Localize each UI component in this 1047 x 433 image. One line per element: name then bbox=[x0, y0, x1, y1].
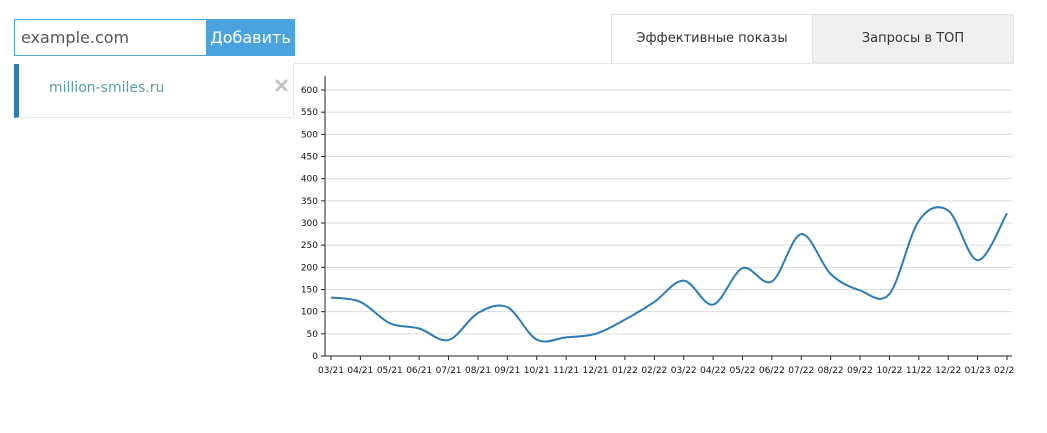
x-tick-label: 03/21 bbox=[318, 366, 344, 376]
x-tick-label: 04/22 bbox=[700, 366, 726, 376]
y-tick-label: 100 bbox=[301, 308, 318, 318]
y-tick-label: 600 bbox=[301, 86, 318, 96]
y-tick-label: 250 bbox=[301, 241, 318, 251]
y-tick-label: 550 bbox=[301, 108, 318, 118]
x-tick-label: 10/21 bbox=[524, 366, 550, 376]
x-tick-label: 02/22 bbox=[641, 366, 667, 376]
x-tick-label: 12/22 bbox=[935, 366, 961, 376]
x-tick-label: 11/21 bbox=[553, 366, 579, 376]
tab-effective-impressions[interactable]: Эффективные показы bbox=[611, 14, 813, 63]
x-tick-label: 10/22 bbox=[876, 366, 902, 376]
y-tick-label: 500 bbox=[301, 130, 318, 140]
x-tick-label: 11/22 bbox=[906, 366, 932, 376]
close-x-icon[interactable] bbox=[275, 79, 288, 92]
y-tick-label: 50 bbox=[307, 330, 319, 340]
x-tick-label: 01/23 bbox=[965, 366, 991, 376]
add-button[interactable]: Добавить bbox=[206, 19, 295, 56]
chart-area: 0 50 100 150 200 250 300 350 400 450 500 550 600 03/2… bbox=[294, 63, 1014, 391]
series-line bbox=[330, 206, 1008, 343]
y-tick-label: 450 bbox=[301, 153, 318, 163]
y-tick-label: 300 bbox=[301, 219, 318, 229]
y-tick-label: 0 bbox=[312, 352, 318, 362]
x-tick-label: 09/21 bbox=[494, 366, 520, 376]
y-tick-label: 400 bbox=[301, 175, 318, 185]
site-list: million-smiles.ru bbox=[14, 64, 294, 118]
x-tick-label: 04/21 bbox=[347, 366, 373, 376]
x-tick-label: 07/22 bbox=[788, 366, 814, 376]
x-tick-label: 02/23 bbox=[994, 366, 1014, 376]
y-tick-label: 200 bbox=[301, 263, 318, 273]
y-tick-label: 150 bbox=[301, 286, 318, 296]
x-tick-label: 08/21 bbox=[465, 366, 491, 376]
x-tick-label: 01/22 bbox=[612, 366, 638, 376]
site-name[interactable]: million-smiles.ru bbox=[49, 80, 165, 96]
x-tick-label: 05/22 bbox=[730, 366, 756, 376]
x-tick-label: 06/22 bbox=[759, 366, 785, 376]
x-tick-label: 09/22 bbox=[847, 366, 873, 376]
domain-input[interactable] bbox=[14, 19, 206, 56]
y-tick-label: 350 bbox=[301, 197, 318, 207]
x-tick-label: 06/21 bbox=[406, 366, 432, 376]
x-tick-label: 07/21 bbox=[436, 366, 462, 376]
site-list-item[interactable]: million-smiles.ru bbox=[14, 64, 294, 118]
x-tick-label: 05/21 bbox=[377, 366, 403, 376]
tab-top-queries[interactable]: Запросы в ТОП bbox=[813, 14, 1014, 63]
x-tick-label: 12/21 bbox=[583, 366, 609, 376]
tabs: Эффективные показы Запросы в ТОП bbox=[611, 14, 1014, 63]
x-tick-label: 03/22 bbox=[671, 366, 697, 376]
add-domain-form: Добавить bbox=[14, 19, 295, 56]
x-tick-label: 08/22 bbox=[818, 366, 844, 376]
line-chart: 0 50 100 150 200 250 300 350 400 450 500 550 600 03/2… bbox=[301, 76, 1014, 376]
